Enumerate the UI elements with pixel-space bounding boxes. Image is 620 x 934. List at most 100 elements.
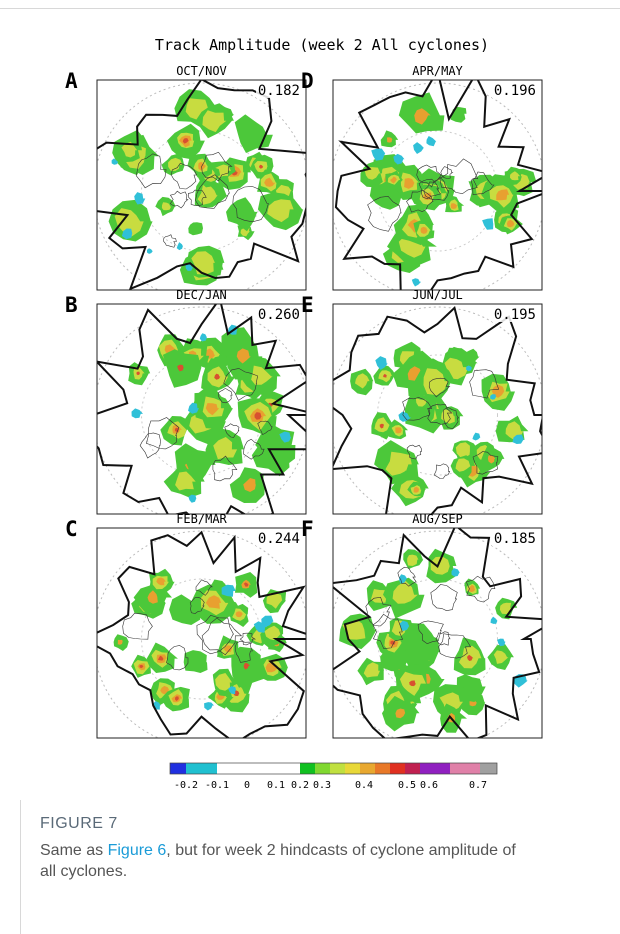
panel-letter: B bbox=[65, 293, 78, 317]
coastline bbox=[122, 612, 153, 640]
coastline bbox=[465, 575, 496, 603]
anomaly-yellow bbox=[168, 157, 183, 171]
anomaly-green bbox=[186, 451, 206, 475]
anomaly-orange bbox=[413, 486, 420, 493]
anomaly-red bbox=[177, 364, 184, 372]
coastline bbox=[367, 195, 402, 232]
anomaly-red bbox=[383, 373, 387, 378]
anomaly-yellow bbox=[251, 365, 273, 385]
side-rule bbox=[20, 800, 21, 934]
anomaly-cyan bbox=[490, 394, 497, 400]
panel-letter: F bbox=[301, 517, 314, 541]
colorbar-cell bbox=[450, 763, 480, 774]
anomaly-green bbox=[226, 197, 258, 232]
coastline bbox=[232, 186, 269, 223]
coastline bbox=[257, 420, 273, 436]
anomaly-cyan bbox=[204, 702, 214, 711]
boundary bbox=[97, 530, 306, 738]
panel-value: 0.196 bbox=[494, 83, 536, 99]
colorbar-label: 0.5 bbox=[398, 780, 416, 791]
anomaly-yellow bbox=[499, 602, 512, 615]
anomaly-cyan bbox=[253, 621, 268, 633]
anomaly-orange bbox=[395, 427, 402, 434]
panel-season: DEC/JAN bbox=[176, 288, 227, 302]
anomaly-orange bbox=[395, 708, 406, 719]
anomaly-cyan bbox=[393, 153, 405, 165]
panel-letter: A bbox=[65, 69, 78, 93]
anomaly-orange bbox=[420, 226, 428, 234]
anomaly-yellow bbox=[363, 662, 380, 678]
coastline bbox=[439, 158, 479, 195]
coastline bbox=[201, 617, 243, 656]
coastline bbox=[166, 645, 189, 671]
anomaly-cyan bbox=[466, 365, 473, 372]
anomaly-red bbox=[254, 412, 262, 420]
anomaly-orange bbox=[156, 577, 166, 586]
figure: Track Amplitude (week 2 All cyclones) A O… bbox=[65, 36, 543, 791]
anomaly-cyan bbox=[131, 408, 143, 419]
colorbar-frame bbox=[169, 762, 498, 775]
panel-letter: D bbox=[301, 69, 314, 93]
colorbar-cell bbox=[360, 763, 375, 774]
coastline bbox=[442, 407, 460, 430]
anomaly-red bbox=[379, 423, 384, 429]
anomaly-orange bbox=[450, 203, 458, 209]
anomaly-cyan bbox=[185, 263, 193, 271]
anomaly-yellow bbox=[213, 437, 238, 460]
anomaly-red bbox=[182, 138, 189, 144]
value-bg bbox=[256, 530, 302, 546]
anomaly-orange bbox=[205, 403, 220, 416]
map bbox=[97, 80, 306, 290]
panel-season: FEB/MAR bbox=[176, 512, 227, 526]
coastline bbox=[428, 377, 451, 398]
anomaly-yellow bbox=[197, 185, 218, 205]
map bbox=[333, 528, 542, 738]
anomaly-cyan bbox=[261, 615, 274, 628]
colorbar-cell bbox=[405, 763, 420, 774]
anomaly-orange bbox=[414, 108, 431, 125]
coastline bbox=[433, 463, 451, 479]
value-bg bbox=[256, 306, 302, 322]
colorbar-label: 0.3 bbox=[313, 780, 331, 791]
anomaly-yellow bbox=[267, 199, 294, 223]
anomaly-red bbox=[175, 696, 179, 701]
anomaly-red bbox=[243, 662, 250, 670]
coastline bbox=[472, 451, 499, 475]
colorbar-cell bbox=[330, 763, 345, 774]
caption-link[interactable]: Figure 6 bbox=[107, 842, 167, 859]
panel-frame bbox=[332, 303, 543, 515]
coastline bbox=[365, 596, 392, 627]
colorbar-label: 0.6 bbox=[420, 780, 438, 791]
coastline bbox=[135, 153, 167, 189]
coastline bbox=[397, 566, 417, 587]
anomaly-cyan bbox=[399, 620, 410, 632]
panel-frame bbox=[96, 303, 307, 515]
coastline bbox=[169, 190, 189, 209]
colorbar-cell bbox=[420, 763, 450, 774]
anomaly-cyan bbox=[472, 432, 481, 441]
panel-frame bbox=[332, 527, 543, 739]
top-rule bbox=[0, 8, 620, 9]
map bbox=[333, 80, 542, 290]
colorbar-cell bbox=[217, 763, 247, 774]
colorbar-cell bbox=[315, 763, 330, 774]
panel-value: 0.260 bbox=[258, 307, 300, 323]
colorbar-cell bbox=[480, 763, 497, 774]
coastline bbox=[372, 613, 404, 649]
caption-text-after: , but for week 2 hindcasts of cyclone am… bbox=[40, 842, 516, 880]
anomaly-orange bbox=[198, 161, 207, 171]
anomaly-yellow bbox=[185, 98, 209, 120]
panel-value: 0.185 bbox=[494, 531, 536, 547]
anomaly-red bbox=[158, 655, 164, 661]
value-bg bbox=[492, 530, 538, 546]
coastline bbox=[239, 632, 257, 646]
anomaly-red bbox=[467, 654, 474, 661]
anomaly-cyan bbox=[451, 568, 460, 577]
value-bg bbox=[492, 306, 538, 322]
anomaly-yellow bbox=[510, 171, 521, 181]
coastline bbox=[417, 620, 444, 645]
coastline bbox=[218, 387, 233, 404]
anomaly-cyan bbox=[375, 356, 388, 370]
anomaly-cyan bbox=[398, 411, 412, 422]
